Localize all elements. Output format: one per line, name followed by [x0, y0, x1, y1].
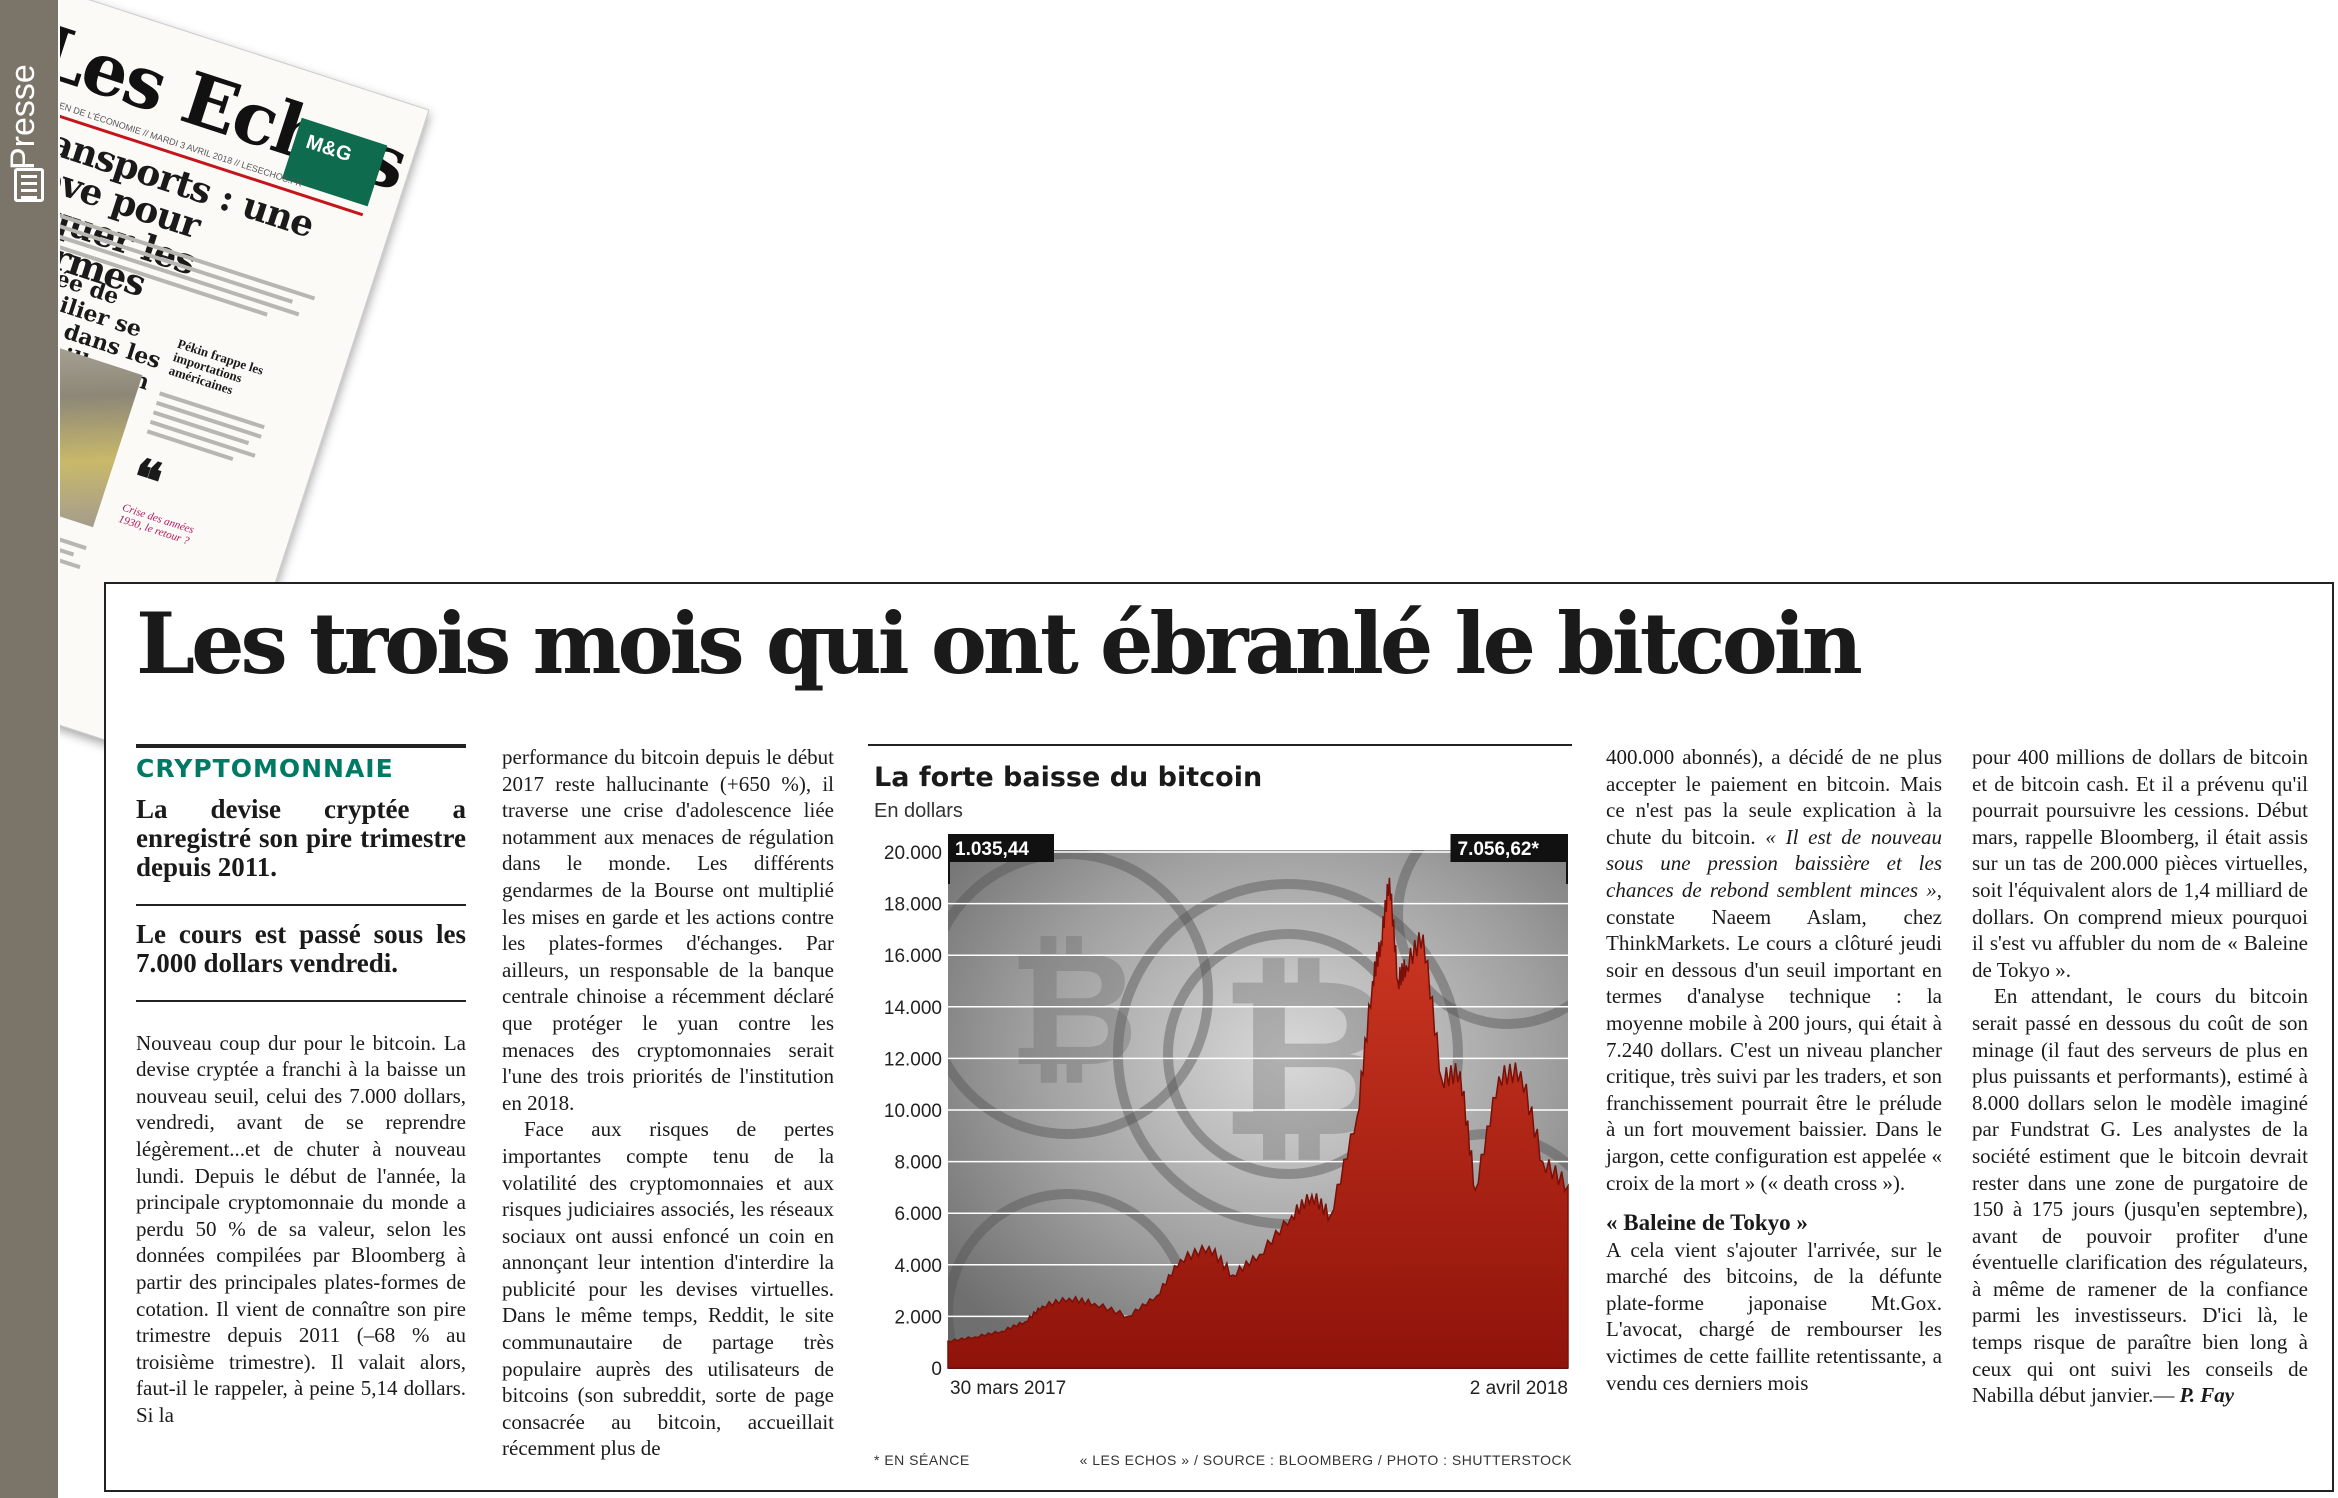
chart-top-rule [868, 744, 1572, 746]
chart-unit: En dollars [874, 800, 963, 822]
y-tick-label: 12.000 [884, 1049, 942, 1070]
svg-text:1.035,44: 1.035,44 [955, 839, 1029, 860]
paragraph: Nouveau coup dur pour le bitcoin. La dev… [136, 1030, 466, 1427]
sidebar: Presse [0, 0, 58, 1498]
article-column-1: CRYPTOMONNAIE La devise cryptée a enregi… [136, 744, 466, 1429]
article-standfirst-2: Le cours est passé sous les 7.000 dollar… [136, 919, 466, 1002]
svg-text:₿: ₿ [1008, 915, 1138, 1102]
quote-icon: ❝ [123, 449, 169, 513]
x-tick-label: 30 mars 2017 [950, 1378, 1066, 1399]
y-tick-label: 14.000 [884, 998, 942, 1019]
paragraph-text: 400.000 abonnés), a décidé de ne plus ac… [1606, 745, 1942, 849]
y-tick-label: 20.000 [884, 843, 942, 864]
y-tick-label: 8.000 [894, 1153, 942, 1174]
author-signature: P. Fay [2179, 1383, 2235, 1408]
article: Les trois mois qui ont ébranlé le bitcoi… [104, 582, 2334, 1492]
article-column-3: 400.000 abonnés), a décidé de ne plus ac… [1606, 744, 1942, 1396]
paragraph: Face aux risques de pertes importantes c… [502, 1117, 834, 1461]
article-standfirst-1: La devise cryptée a enregistré son pire … [136, 794, 466, 906]
paragraph: A cela vient s'ajouter l'arrivée, sur le… [1606, 1237, 1942, 1395]
front-page-side-headline: Pékin frappe les importations américaine… [167, 335, 266, 398]
quote-text: « Il est de nouveau sous une pression ba… [1606, 824, 1942, 902]
y-tick-label: 0 [931, 1359, 942, 1380]
chart-plot: ₿ ₿ 02.0004.0006.0008.00010.00012.00014.… [884, 834, 1569, 1399]
chart-area-series [947, 877, 1569, 1369]
paragraph: 400.000 abonnés), a décidé de ne plus ac… [1606, 744, 1942, 1196]
chart-title: La forte baisse du bitcoin [874, 762, 1263, 793]
end-value-label: 7.056,62* [1450, 834, 1568, 884]
y-tick-label: 6.000 [894, 1204, 942, 1225]
sidebar-label-block[interactable]: Presse [4, 20, 54, 210]
svg-text:7.056,62*: 7.056,62* [1458, 839, 1540, 860]
paragraph: En attendant, le cours du bitcoin serait… [1972, 983, 2308, 1409]
article-subhead: « Baleine de Tokyo » [1606, 1210, 1808, 1236]
paragraph: pour 400 millions de dollars de bitcoin … [1972, 745, 2308, 982]
article-column-2: performance du bitcoin depuis le début 2… [502, 744, 834, 1462]
chart-footnote: * EN SÉANCE [874, 1452, 970, 1468]
newspaper-icon [14, 168, 44, 202]
article-column-4: pour 400 millions de dollars de bitcoin … [1972, 744, 2308, 1409]
x-tick-label: 2 avril 2018 [1470, 1378, 1568, 1399]
sidebar-label: Presse [4, 64, 42, 170]
chart-x-axis: 30 mars 2017 2 avril 2018 [950, 1378, 1568, 1399]
chart-y-axis: 0 2.000 4.000 6.000 8.000 10.000 12.000 14.000 1… [884, 843, 942, 1380]
y-tick-label: 2.000 [894, 1307, 942, 1328]
y-tick-label: 4.000 [894, 1256, 942, 1277]
paragraph-text: En attendant, le cours du bitcoin serait… [1972, 984, 2308, 1408]
bitcoin-chart: La forte baisse du bitcoin En dollars [868, 744, 1572, 1484]
y-tick-label: 16.000 [884, 946, 942, 967]
y-tick-label: 18.000 [884, 895, 942, 916]
article-body-col1: Nouveau coup dur pour le bitcoin. La dev… [136, 1030, 466, 1429]
paragraph-text: , constate Naeem Aslam, chez ThinkMarket… [1606, 877, 1942, 1195]
front-page-quote-caption: Crise des années 1930, le retour ? [116, 501, 196, 548]
start-value-label: 1.035,44 [948, 834, 1054, 884]
article-headline: Les trois mois qui ont ébranlé le bitcoi… [136, 594, 1863, 693]
article-rubric: CRYPTOMONNAIE [136, 744, 466, 783]
chart-value-callouts: 1.035,44 7.056,62* [948, 834, 1568, 884]
paragraph: performance du bitcoin depuis le début 2… [502, 745, 834, 1115]
chart-source: « LES ECHOS » / SOURCE : BLOOMBERG / PHO… [1079, 1452, 1572, 1468]
y-tick-label: 10.000 [884, 1101, 942, 1122]
